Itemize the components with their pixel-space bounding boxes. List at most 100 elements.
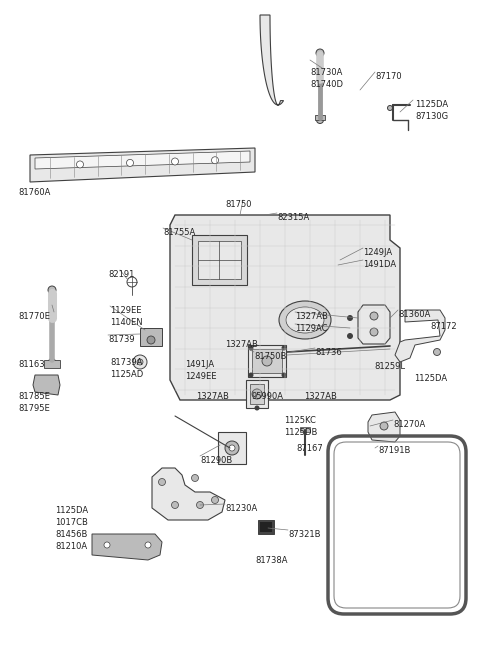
Circle shape [196,502,204,508]
Text: 81290B: 81290B [200,456,232,465]
Text: 82191: 82191 [108,270,134,279]
Text: 81750: 81750 [225,200,252,209]
Text: 87321B: 87321B [288,530,321,539]
Text: 81736: 81736 [315,348,342,357]
Text: 1249JA: 1249JA [363,248,392,257]
Text: 1125DA: 1125DA [415,100,448,109]
Polygon shape [30,148,255,182]
Text: 1125DA: 1125DA [414,374,447,383]
Circle shape [281,373,287,377]
Circle shape [48,286,56,294]
Text: 1327AB: 1327AB [225,340,258,349]
Text: 81360A: 81360A [398,310,431,319]
Circle shape [171,502,179,508]
Text: 81210A: 81210A [55,542,87,551]
Bar [248,345,286,377]
Bar [44,360,60,368]
Circle shape [249,345,253,350]
Text: 1129AC: 1129AC [295,324,327,333]
Circle shape [387,105,393,111]
Circle shape [252,389,262,399]
Circle shape [137,359,143,365]
Circle shape [316,49,324,57]
Text: 81750B: 81750B [254,352,287,361]
Text: 81730A: 81730A [310,68,342,77]
Text: 1017CB: 1017CB [55,518,88,527]
Ellipse shape [286,307,324,333]
Bar [246,380,268,408]
Circle shape [370,328,378,336]
Text: 87191B: 87191B [378,446,410,455]
Bar [252,349,282,373]
Text: 81163: 81163 [18,360,45,369]
Text: 81740D: 81740D [310,80,343,89]
Circle shape [192,474,199,481]
Text: 81270A: 81270A [393,420,425,429]
Polygon shape [395,310,445,362]
Text: 81230A: 81230A [225,504,257,513]
Polygon shape [170,215,400,400]
Bar [250,384,264,404]
Circle shape [229,445,235,451]
Bar [192,235,247,285]
Circle shape [48,358,56,365]
Circle shape [225,441,239,455]
Text: 95990A: 95990A [252,392,284,401]
Circle shape [158,479,166,485]
Circle shape [316,117,324,124]
Circle shape [380,422,388,430]
Ellipse shape [279,301,331,339]
Circle shape [433,348,441,356]
Text: 87130G: 87130G [415,112,448,121]
Bar [300,427,310,432]
Circle shape [212,496,218,504]
Polygon shape [35,151,250,169]
Bar [198,241,241,279]
Circle shape [127,159,133,166]
Text: 81739A: 81739A [110,358,143,367]
Polygon shape [260,15,284,105]
Circle shape [370,312,378,320]
Text: 81738A: 81738A [255,556,288,565]
Text: 1491DA: 1491DA [363,260,396,269]
Circle shape [347,315,353,321]
Text: 81770E: 81770E [18,312,50,321]
Text: 81795E: 81795E [18,404,50,413]
Circle shape [254,405,260,411]
Polygon shape [152,468,225,520]
Text: 87170: 87170 [375,72,402,81]
Text: 81456B: 81456B [55,530,87,539]
Bar [258,520,274,534]
Circle shape [104,542,110,548]
Circle shape [133,355,147,369]
Circle shape [127,277,137,287]
Circle shape [249,373,253,377]
Bar [218,432,246,464]
Polygon shape [368,412,400,442]
Circle shape [76,161,84,168]
Text: 1140EN: 1140EN [110,318,143,327]
Circle shape [147,336,155,344]
Text: 1129EE: 1129EE [110,306,142,315]
Circle shape [262,356,272,366]
Circle shape [281,345,287,350]
Text: 81785E: 81785E [18,392,50,401]
Text: 1249EE: 1249EE [185,372,216,381]
Bar [260,522,272,532]
Circle shape [212,157,218,164]
Text: 1327AB: 1327AB [304,392,337,401]
Polygon shape [358,305,390,344]
Text: 81739: 81739 [108,335,134,344]
Circle shape [171,158,179,165]
Text: 87167: 87167 [296,444,323,453]
Text: 82315A: 82315A [277,213,309,222]
Text: 81760A: 81760A [18,188,50,197]
Text: 1125DB: 1125DB [284,428,317,437]
Circle shape [347,333,353,339]
Text: 87172: 87172 [430,322,456,331]
Bar [315,115,325,120]
Text: 81259L: 81259L [374,362,405,371]
Text: 1491JA: 1491JA [185,360,214,369]
Polygon shape [92,534,162,560]
Bar [140,328,162,346]
